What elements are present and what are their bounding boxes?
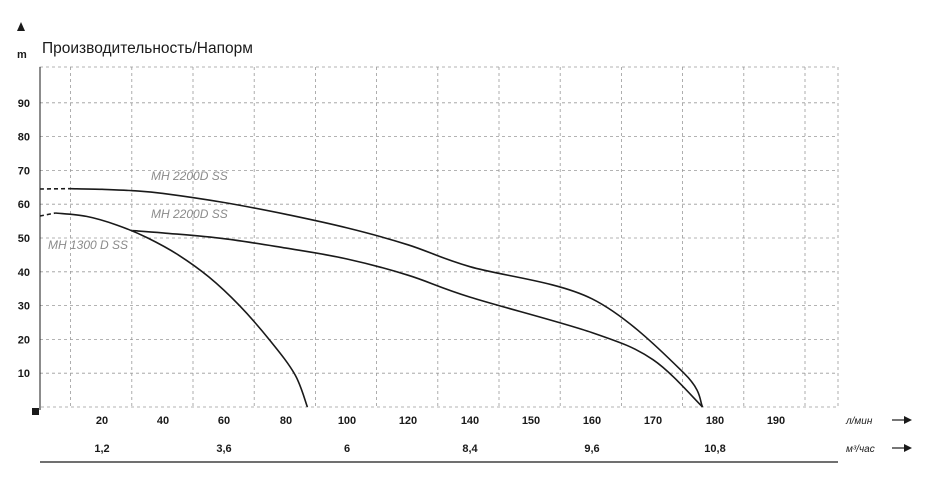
x2-tick-labels: 1,2 3,6 6 8,4 9,6 10,8 (94, 443, 725, 455)
x-tick-label: 100 (338, 415, 356, 427)
x-tick-label: 160 (583, 415, 601, 427)
x-tick-label: 150 (522, 415, 540, 427)
series-mh1300d (55, 212, 309, 408)
y-tick-label: 20 (18, 334, 30, 346)
x2-tick-label: 8,4 (462, 443, 478, 455)
origin-marker (32, 408, 39, 415)
y-tick-label: 80 (18, 132, 30, 144)
x-tick-label: 40 (157, 415, 169, 427)
x2-tick-label: 9,6 (584, 443, 599, 455)
x-axis-arrow (904, 416, 912, 424)
y-tick-label: 30 (18, 301, 30, 313)
grid-layer (39, 66, 839, 408)
x2-axis-arrow (904, 444, 912, 452)
chart-title: Производительность/Напорм (42, 40, 253, 57)
x-tick-labels: 20 40 60 80 100 120 140 150 160 170 180 190 (96, 415, 785, 427)
x2-tick-label: 6 (344, 443, 350, 455)
x-tick-label: 180 (706, 415, 724, 427)
x-tick-label: 140 (461, 415, 479, 427)
series-mh2200d-lower (132, 229, 704, 408)
series-mh1300d-dashed (39, 212, 56, 217)
y-tick-label: 10 (18, 368, 30, 380)
x2-tick-label: 10,8 (704, 443, 725, 455)
x-axis-unit-label: л/мин (845, 416, 873, 427)
y-tick-label: 50 (18, 233, 30, 245)
y-tick-label: 60 (18, 199, 30, 211)
series-mh2200d-upper (70, 187, 704, 408)
x2-tick-label: 3,6 (216, 443, 231, 455)
y-tick-label: 70 (18, 165, 30, 177)
y-axis-arrow (17, 22, 25, 31)
series-label-mh2200d-upper: MH 2200D SS (151, 169, 228, 183)
series-label-mh2200d-lower: MH 2200D SS (151, 207, 228, 221)
y-tick-label: 90 (18, 98, 30, 110)
x-tick-label: 170 (644, 415, 662, 427)
x-tick-label: 60 (218, 415, 230, 427)
x-tick-label: 20 (96, 415, 108, 427)
x2-axis-unit-label: м³/час (846, 444, 875, 455)
series-layer (39, 187, 704, 408)
x2-tick-label: 1,2 (94, 443, 109, 455)
x-tick-label: 120 (399, 415, 417, 427)
plot-frame (39, 66, 839, 408)
x-tick-label: 80 (280, 415, 292, 427)
y-axis-unit-label: m (17, 49, 27, 61)
y-tick-labels: 10 20 30 40 50 60 70 80 90 (18, 98, 30, 380)
y-tick-label: 40 (18, 267, 30, 279)
series-label-mh1300d: MH 1300 D SS (48, 238, 128, 252)
x-tick-label: 190 (767, 415, 785, 427)
